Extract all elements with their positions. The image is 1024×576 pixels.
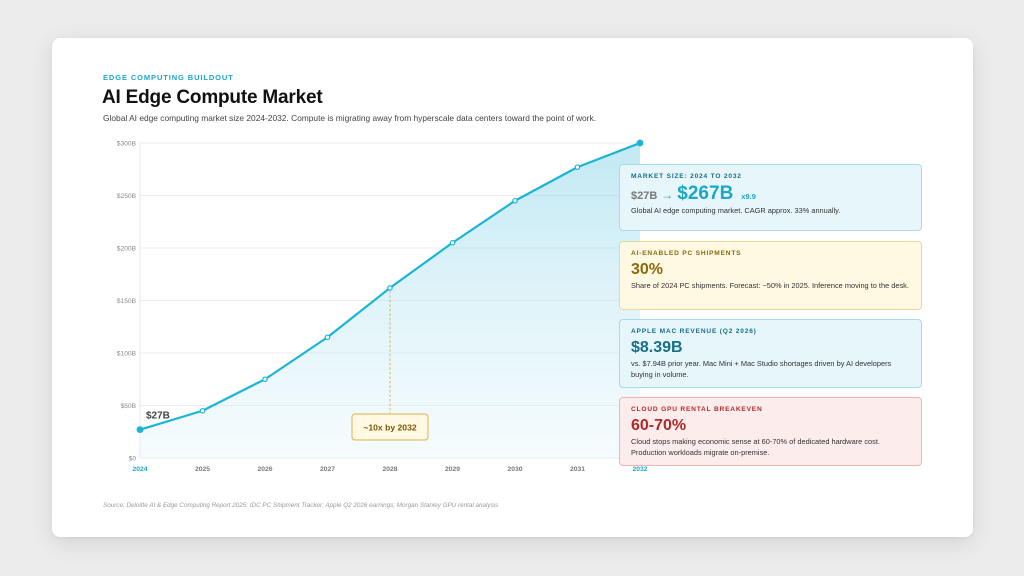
y-tick-label: $0 — [129, 456, 137, 463]
x-tick-label: 2029 — [445, 466, 460, 473]
x-tick-label: 2032 — [632, 466, 647, 473]
end-value-label: $267B — [588, 136, 620, 137]
data-point — [136, 426, 144, 434]
stat-label: AI-ENABLED PC SHIPMENTS — [631, 250, 742, 257]
stat-label: MARKET SIZE: 2024 TO 2032 — [631, 173, 742, 180]
page-subtitle: Global AI edge computing market size 202… — [103, 113, 596, 123]
x-tick-label: 2031 — [570, 466, 585, 473]
data-point — [199, 407, 206, 414]
data-point — [636, 139, 644, 147]
stat-value-row: $27B → $267B x9.9 — [631, 183, 910, 205]
x-tick-label: 2028 — [382, 466, 397, 473]
annotation-text: ~10x by 2032 — [363, 423, 416, 433]
x-tick-label: 2026 — [257, 466, 272, 473]
slide-card: EDGE COMPUTING BUILDOUT AI Edge Compute … — [52, 38, 973, 537]
stat-label: APPLE MAC REVENUE (Q2 2026) — [631, 328, 757, 335]
data-point — [387, 285, 393, 291]
stat-card-mac-revenue: APPLE MAC REVENUE (Q2 2026) $8.39B vs. $… — [619, 319, 922, 388]
start-value-label: $27B — [146, 411, 170, 422]
x-tick-label: 2025 — [195, 466, 210, 473]
y-tick-label: $100B — [117, 351, 137, 358]
y-tick-label: $250B — [117, 193, 137, 200]
stat-multiplier: x9.9 — [741, 192, 756, 201]
y-tick-label: $50B — [121, 403, 137, 410]
annotation-box — [351, 413, 429, 441]
market-chart: $0 $50B $100B $150B $200B $250B $300B 2024 2025 2… — [92, 136, 652, 498]
stat-from-value: $27B — [631, 190, 658, 202]
stat-to-value: $267B — [677, 183, 734, 204]
data-point — [574, 164, 581, 170]
stat-value: 60-70% — [631, 417, 687, 434]
arrow-right-icon: → — [661, 188, 674, 202]
data-point — [449, 239, 456, 246]
x-tick-label: 2027 — [320, 466, 335, 473]
data-point — [262, 376, 268, 383]
stat-card-gpu-breakeven: CLOUD GPU RENTAL BREAKEVEN 60-70% Cloud … — [619, 397, 922, 466]
stat-description: Share of 2024 PC shipments. Forecast: ~5… — [631, 281, 909, 290]
x-tick-label: 2030 — [507, 466, 522, 473]
eyebrow-label: EDGE COMPUTING BUILDOUT — [103, 73, 234, 82]
stat-value: 30% — [631, 261, 664, 278]
stat-description: vs. $7.94B prior year. Mac Mini + Mac St… — [631, 359, 892, 379]
stat-card-market-size: MARKET SIZE: 2024 TO 2032 $27B → $267B x… — [619, 164, 922, 231]
stat-description: Global AI edge computing market. CAGR ap… — [631, 206, 841, 215]
data-point — [512, 197, 518, 204]
x-tick-label: 2024 — [132, 466, 147, 473]
y-tick-label: $150B — [117, 298, 137, 305]
stat-label: CLOUD GPU RENTAL BREAKEVEN — [631, 406, 763, 413]
data-point — [324, 334, 331, 341]
stat-description: Cloud stops making economic sense at 60-… — [631, 437, 880, 457]
stat-value: $8.39B — [631, 339, 683, 356]
stat-card-pc-shipments: AI-ENABLED PC SHIPMENTS 30% Share of 202… — [619, 241, 922, 310]
y-tick-label: $200B — [117, 246, 137, 253]
source-note: Source: Deloitte AI & Edge Computing Rep… — [103, 502, 499, 509]
page-title: AI Edge Compute Market — [102, 87, 323, 108]
market-chart-svg: $0 $50B $100B $150B $200B $250B $300B 2024 2025 2… — [117, 136, 648, 473]
y-tick-label: $300B — [117, 141, 137, 148]
